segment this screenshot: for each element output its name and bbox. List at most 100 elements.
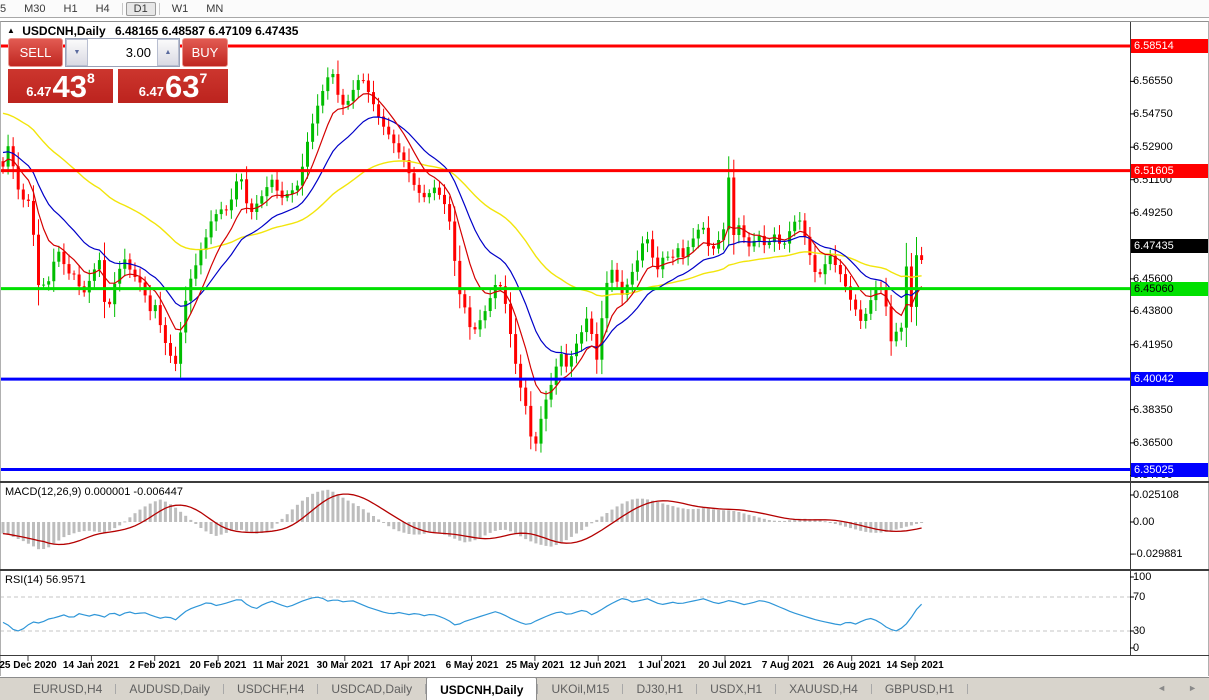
tab-usdcad-daily[interactable]: USDCAD,Daily — [331, 682, 413, 696]
date-label: 26 Aug 2021 — [823, 660, 881, 671]
date-label: 20 Feb 2021 — [189, 660, 247, 671]
tab-separator — [317, 684, 319, 694]
macd-axis-tick: 0.025108 — [1133, 489, 1179, 501]
timeframe-button-h4[interactable]: H4 — [95, 2, 110, 15]
tab-separator — [425, 684, 427, 694]
date-label: 30 Mar 2021 — [316, 660, 374, 671]
date-label: 17 Apr 2021 — [380, 660, 436, 671]
tab-dj30-h1[interactable]: DJ30,H1 — [636, 682, 684, 696]
sell-price-display[interactable]: 6.47 43 8 — [8, 69, 113, 103]
tab-separator — [115, 684, 117, 694]
chart-title: ▲ USDCNH,Daily 6.48165 6.48587 6.47109 6… — [7, 24, 298, 38]
buy-price-main: 63 — [165, 69, 200, 104]
macd-label: MACD(12,26,9) 0.000001 -0.006447 — [5, 486, 183, 498]
tab-xauusd-h4[interactable]: XAUUSD,H4 — [789, 682, 858, 696]
tab-separator — [967, 684, 969, 694]
tab-separator — [223, 684, 225, 694]
rsi-axis-tick: 100 — [1133, 571, 1152, 583]
buy-button[interactable]: BUY — [182, 38, 228, 67]
buy-price-prefix: 6.47 — [138, 84, 165, 99]
price-axis-tick: 6.49250 — [1133, 207, 1173, 219]
timeframe-button-d1[interactable]: D1 — [125, 1, 156, 16]
tab-usdx-h1[interactable]: USDX,H1 — [710, 682, 763, 696]
sell-price-pip: 8 — [87, 70, 95, 86]
price-level-label: 6.35025 — [1131, 463, 1208, 477]
chart-tab-bar: EURUSD,H4 AUDUSD,Daily USDCHF,H4 USDCAD,Dai… — [0, 677, 1209, 700]
moving-averages-layer — [2, 92, 923, 395]
rsi-axis-tick: 70 — [1133, 591, 1146, 603]
date-label: 14 Jan 2021 — [62, 660, 120, 671]
tab-usdcnh-daily[interactable]: USDCNH,Daily — [426, 677, 538, 700]
date-label: 7 Aug 2021 — [761, 660, 815, 671]
chart-symbol: USDCNH,Daily — [22, 24, 106, 38]
buy-price-display[interactable]: 6.47 63 7 — [118, 69, 228, 103]
timeframe-toolbar: 5 M30 H1 H4 D1 W1 MN — [0, 0, 1209, 18]
macd-signal-line — [2, 493, 922, 546]
tabs-scroll-left-icon[interactable]: ◄ — [1157, 683, 1167, 693]
price-axis-tick: 6.41950 — [1133, 339, 1173, 351]
tab-gbpusd-h1[interactable]: GBPUSD,H1 — [884, 682, 955, 696]
timeframe-button-5[interactable]: 5 — [0, 2, 7, 15]
price-level-label: 6.45060 — [1131, 282, 1208, 296]
rsi-line — [2, 596, 923, 632]
toolbar-separator — [158, 2, 160, 15]
date-label: 11 Mar 2021 — [252, 660, 310, 671]
collapse-panel-icon[interactable]: ▲ — [7, 26, 15, 35]
timeframe-button-w1[interactable]: W1 — [171, 2, 189, 15]
tab-eurusd-h4[interactable]: EURUSD,H4 — [33, 682, 103, 696]
price-axis-tick: 6.43800 — [1133, 305, 1173, 317]
price-chart-canvas[interactable] — [0, 0, 1209, 677]
date-label: 25 May 2021 — [505, 660, 565, 671]
rsi-axis-tick: 0 — [1133, 642, 1140, 654]
mid-ma — [2, 116, 922, 355]
buy-price-pip: 7 — [199, 70, 208, 86]
price-level-label: 6.58514 — [1131, 39, 1208, 53]
tab-separator — [870, 684, 872, 694]
sell-price-main: 43 — [52, 69, 87, 104]
macd-axis-tick: -0.029881 — [1133, 548, 1183, 560]
tab-separator — [775, 684, 777, 694]
timeframe-button-m30[interactable]: M30 — [24, 2, 46, 15]
rsi-layer — [0, 596, 1130, 632]
date-label: 20 Jul 2021 — [698, 660, 752, 671]
price-axis-tick: 6.36500 — [1133, 437, 1173, 449]
tab-separator — [622, 684, 624, 694]
date-label: 14 Sep 2021 — [886, 660, 944, 671]
price-axis-tick: 6.56550 — [1133, 75, 1173, 87]
rsi-axis-tick: 30 — [1133, 625, 1146, 637]
tab-ukoil-m15[interactable]: UKOil,M15 — [551, 682, 610, 696]
tab-separator — [537, 684, 539, 694]
macd-axis-tick: 0.00 — [1133, 516, 1155, 528]
volume-decrease-button[interactable]: ▼ — [66, 39, 88, 66]
price-axis-tick: 6.54750 — [1133, 108, 1173, 120]
date-label: 25 Dec 2020 — [0, 660, 57, 671]
date-label: 6 May 2021 — [445, 660, 499, 671]
fast-ma — [2, 92, 923, 395]
volume-increase-button[interactable]: ▲ — [157, 39, 179, 66]
timeframe-button-h1[interactable]: H1 — [63, 2, 78, 15]
tab-scroll-controls: ◄ ► — [1157, 683, 1197, 693]
volume-input[interactable]: 3.00 — [88, 39, 157, 66]
toolbar-separator — [121, 2, 123, 15]
chart-ohlc-values: 6.48165 6.48587 6.47109 6.47435 — [114, 24, 299, 38]
timeframe-button-mn[interactable]: MN — [206, 2, 224, 15]
tab-separator — [696, 684, 698, 694]
date-label: 12 Jun 2021 — [569, 660, 627, 671]
price-axis-tick: 6.38350 — [1133, 404, 1173, 416]
sell-button[interactable]: SELL — [8, 38, 63, 67]
slow-ma — [2, 112, 922, 297]
price-level-label: 6.51605 — [1131, 164, 1208, 178]
current-price-label: 6.47435 — [1131, 239, 1208, 253]
date-label: 2 Feb 2021 — [129, 660, 181, 671]
price-axis-tick: 6.52900 — [1133, 141, 1173, 153]
rsi-label: RSI(14) 56.9571 — [5, 574, 86, 586]
price-level-label: 6.40042 — [1131, 372, 1208, 386]
tab-audusd-daily[interactable]: AUDUSD,Daily — [129, 682, 211, 696]
volume-spinner: ▼ 3.00 ▲ — [65, 38, 180, 67]
date-label: 1 Jul 2021 — [638, 660, 686, 671]
tabs-scroll-right-icon[interactable]: ► — [1188, 683, 1197, 693]
sell-price-prefix: 6.47 — [26, 84, 52, 99]
tab-usdchf-h4[interactable]: USDCHF,H4 — [237, 682, 305, 696]
one-click-trading-panel: SELL ▼ 3.00 ▲ BUY 6.47 43 8 6.47 63 7 — [8, 38, 228, 103]
